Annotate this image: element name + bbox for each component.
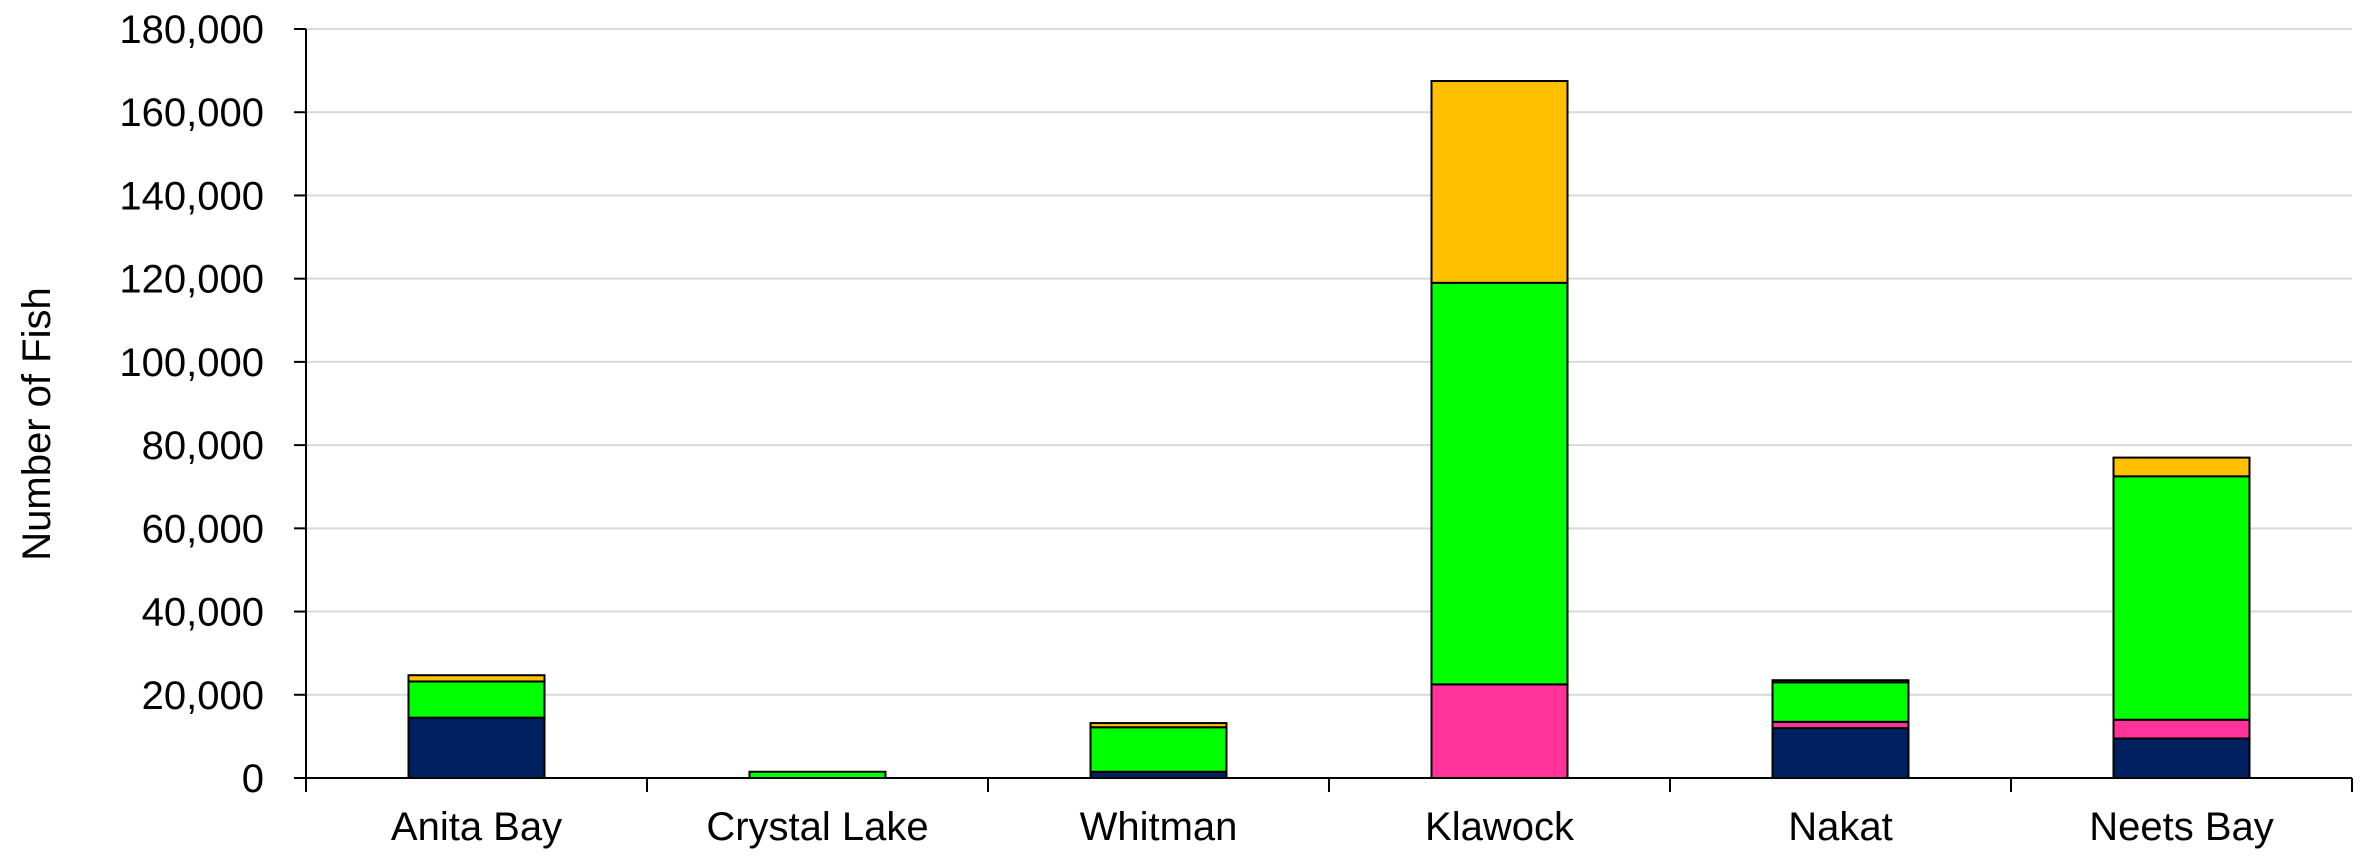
bar-segment: [1430, 281, 1569, 686]
x-tick-labels: Anita Bay Crystal Lake Whitman Klawock Nakat…: [391, 805, 2274, 849]
x-tick-label: Crystal Lake: [706, 805, 928, 849]
x-tick-label: Nakat: [1788, 805, 1893, 849]
bar-segment: [1089, 722, 1228, 729]
y-tick-label: 80,000: [142, 424, 264, 468]
gridlines: [306, 28, 2352, 696]
y-tick-label: 160,000: [119, 91, 264, 135]
y-tick-label: 140,000: [119, 174, 264, 218]
y-axis-label: Number of Fish: [15, 287, 59, 560]
bar-segment: [2112, 718, 2251, 740]
y-tick-labels: 0 20,000 40,000 60,000 80,000 100,000 120,000 1…: [119, 8, 264, 801]
y-tick-label: 0: [242, 757, 264, 801]
bars: [407, 80, 2251, 780]
y-tick-label: 120,000: [119, 258, 264, 302]
y-tick-label: 100,000: [119, 341, 264, 385]
bar-segment: [1430, 80, 1569, 284]
x-tick-label: Klawock: [1425, 805, 1575, 849]
x-tick-label: Anita Bay: [391, 805, 562, 849]
bar-segment: [1771, 727, 1910, 779]
bar-segment: [2112, 737, 2251, 779]
y-tick-label: 60,000: [142, 507, 264, 551]
bar-segment: [1430, 683, 1569, 779]
bar-segment: [2112, 475, 2251, 721]
x-tick-label: Whitman: [1080, 805, 1238, 849]
y-tick-label: 180,000: [119, 8, 264, 52]
bar-segment: [407, 674, 546, 683]
bar-segment: [1771, 679, 1910, 684]
bar-segment: [407, 716, 546, 779]
bar-segment: [2112, 456, 2251, 478]
bar-segment: [1089, 726, 1228, 773]
y-tick-label: 20,000: [142, 674, 264, 718]
bar-segment: [1771, 681, 1910, 723]
x-tick-label: Neets Bay: [2089, 805, 2274, 849]
bar-segment: [407, 680, 546, 719]
axes: [294, 28, 2353, 792]
y-tick-label: 40,000: [142, 591, 264, 635]
